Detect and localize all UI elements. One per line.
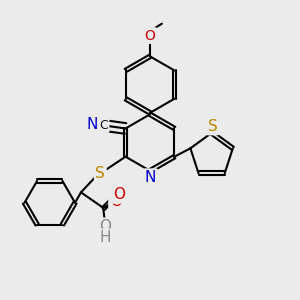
Text: S: S: [208, 119, 218, 134]
Text: H: H: [100, 230, 111, 245]
Text: O: O: [99, 219, 111, 234]
Text: O: O: [110, 194, 122, 209]
Text: S: S: [95, 166, 105, 181]
Text: N: N: [86, 117, 98, 132]
Text: N: N: [145, 170, 156, 185]
Text: O: O: [145, 28, 155, 43]
Text: O: O: [113, 187, 125, 202]
Text: C: C: [100, 119, 108, 132]
